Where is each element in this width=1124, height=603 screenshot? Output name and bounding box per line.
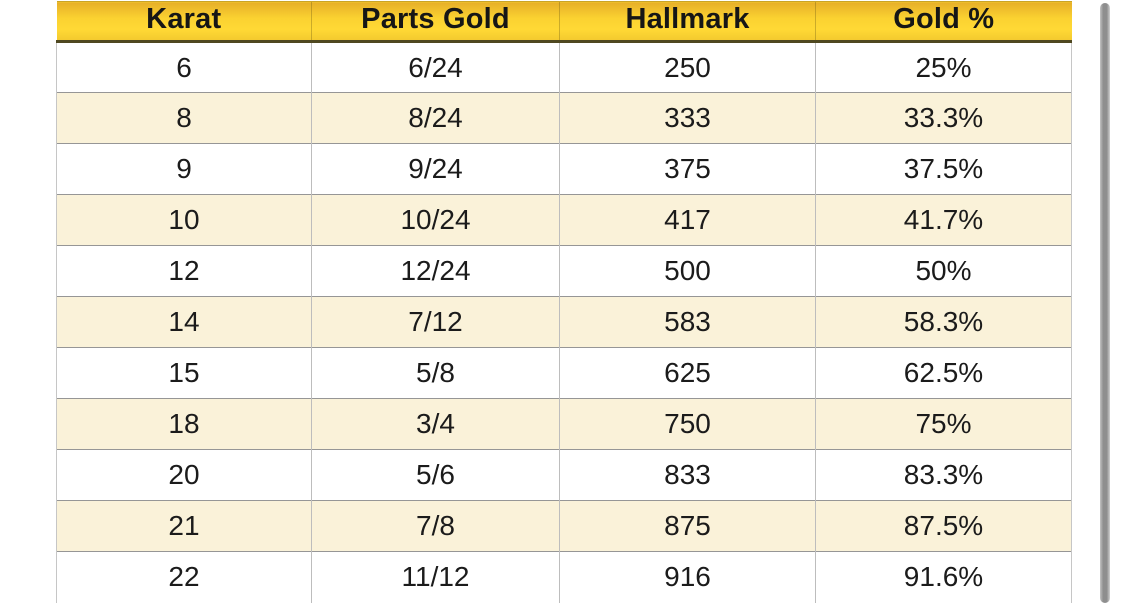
cell-karat: 6 [56,41,312,93]
cell-hallmark: 833 [559,449,816,501]
cell-parts: 5/8 [311,347,560,399]
cell-gold: 50% [815,245,1072,297]
table-row: 15 5/8 625 62.5% [56,347,1072,399]
vertical-scrollbar[interactable] [1100,3,1110,603]
cell-hallmark: 250 [559,41,816,93]
cell-hallmark: 583 [559,296,816,348]
table-row: 22 11/12 916 91.6% [56,551,1072,603]
table-row: 20 5/6 833 83.3% [56,449,1072,501]
cell-parts: 7/8 [311,500,560,552]
cell-hallmark: 333 [559,92,816,144]
cell-karat: 14 [56,296,312,348]
cell-karat: 15 [56,347,312,399]
table-row: 8 8/24 333 33.3% [56,92,1072,144]
cell-gold: 75% [815,398,1072,450]
column-header-hallmark: Hallmark [559,1,816,43]
table-header: Karat Parts Gold Hallmark Gold % [56,1,1072,43]
cell-karat: 12 [56,245,312,297]
cell-parts: 5/6 [311,449,560,501]
column-header-parts: Parts Gold [311,1,560,43]
header-row: Karat Parts Gold Hallmark Gold % [56,1,1072,43]
cell-karat: 21 [56,500,312,552]
gold-purity-table: Karat Parts Gold Hallmark Gold % 6 6/24 250 25… [56,1,1072,603]
cell-gold: 91.6% [815,551,1072,603]
cell-gold: 25% [815,41,1072,93]
cell-hallmark: 375 [559,143,816,195]
column-header-gold: Gold % [815,1,1072,43]
cell-parts: 6/24 [311,41,560,93]
table-row: 14 7/12 583 58.3% [56,296,1072,348]
table-body: 6 6/24 250 25% 8 8/24 333 33.3% 9 9/24 375 37.5% 10 1… [56,41,1072,603]
table-row: 12 12/24 500 50% [56,245,1072,297]
cell-hallmark: 916 [559,551,816,603]
table-row: 6 6/24 250 25% [56,41,1072,93]
table-row: 18 3/4 750 75% [56,398,1072,450]
cell-karat: 22 [56,551,312,603]
cell-parts: 11/12 [311,551,560,603]
cell-parts: 8/24 [311,92,560,144]
cell-gold: 41.7% [815,194,1072,246]
table-row: 21 7/8 875 87.5% [56,500,1072,552]
cell-hallmark: 417 [559,194,816,246]
cell-parts: 7/12 [311,296,560,348]
cell-gold: 37.5% [815,143,1072,195]
cell-hallmark: 875 [559,500,816,552]
table-row: 10 10/24 417 41.7% [56,194,1072,246]
cell-karat: 20 [56,449,312,501]
cell-hallmark: 625 [559,347,816,399]
cell-hallmark: 750 [559,398,816,450]
cell-gold: 58.3% [815,296,1072,348]
table-container: Karat Parts Gold Hallmark Gold % 6 6/24 250 25… [56,1,1072,603]
cell-gold: 33.3% [815,92,1072,144]
cell-parts: 12/24 [311,245,560,297]
cell-karat: 18 [56,398,312,450]
cell-karat: 9 [56,143,312,195]
cell-karat: 10 [56,194,312,246]
cell-gold: 83.3% [815,449,1072,501]
cell-parts: 9/24 [311,143,560,195]
cell-gold: 87.5% [815,500,1072,552]
cell-karat: 8 [56,92,312,144]
column-header-karat: Karat [56,1,312,43]
cell-parts: 10/24 [311,194,560,246]
table-row: 9 9/24 375 37.5% [56,143,1072,195]
cell-gold: 62.5% [815,347,1072,399]
cell-parts: 3/4 [311,398,560,450]
cell-hallmark: 500 [559,245,816,297]
